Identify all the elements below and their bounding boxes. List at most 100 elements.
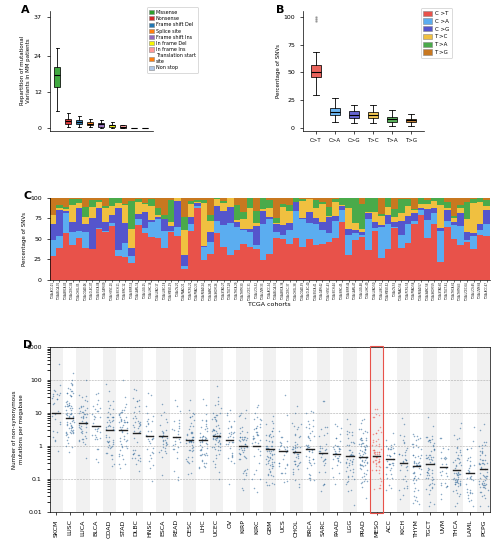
Bar — [392, 208, 398, 217]
Point — [321, 455, 329, 464]
Point — [413, 460, 421, 469]
Point — [372, 409, 380, 418]
Point — [350, 474, 358, 483]
Point — [268, 449, 276, 458]
Point — [216, 445, 224, 454]
Point — [189, 443, 197, 452]
Point — [395, 450, 403, 459]
Point — [438, 454, 446, 463]
Point — [305, 447, 313, 455]
Point — [453, 488, 461, 497]
Point — [335, 443, 343, 452]
Bar — [220, 203, 227, 211]
Point — [190, 415, 198, 424]
Point — [280, 451, 288, 460]
Point — [269, 461, 277, 470]
Point — [64, 439, 72, 448]
Point — [409, 492, 417, 500]
Point — [268, 426, 276, 435]
Bar — [253, 197, 260, 211]
Point — [214, 397, 222, 406]
Point — [467, 475, 475, 483]
Point — [119, 421, 127, 430]
Bar — [372, 228, 378, 231]
Bar — [358, 197, 365, 204]
Bar — [220, 197, 227, 201]
Point — [425, 450, 433, 459]
Point — [357, 433, 365, 442]
Point — [348, 458, 356, 466]
Bar — [69, 205, 76, 222]
Point — [109, 416, 117, 425]
Bar — [280, 207, 286, 226]
Bar — [404, 199, 411, 206]
Point — [417, 444, 425, 453]
Point — [222, 439, 230, 448]
Point — [115, 417, 123, 426]
Point — [369, 436, 377, 445]
Bar — [358, 237, 365, 280]
Point — [116, 445, 124, 454]
Point — [388, 474, 396, 483]
Point — [305, 424, 313, 433]
Point — [280, 443, 288, 452]
Point — [344, 415, 351, 424]
Point — [106, 417, 114, 426]
Point — [346, 450, 354, 459]
Bar — [96, 229, 102, 280]
Bar — [50, 197, 56, 216]
Bar — [352, 240, 358, 280]
Point — [202, 410, 210, 419]
Bar — [50, 216, 56, 224]
Point — [307, 448, 315, 456]
Bar — [234, 197, 240, 205]
Bar — [280, 204, 286, 207]
Point — [370, 485, 378, 493]
Bar — [273, 197, 280, 218]
Point — [358, 482, 366, 491]
Point — [182, 438, 190, 447]
Point — [82, 427, 90, 436]
Point — [416, 454, 424, 463]
Bar — [155, 238, 161, 280]
Point — [66, 384, 74, 393]
Point — [359, 438, 367, 447]
Bar — [96, 228, 102, 229]
Point — [236, 449, 244, 458]
Point — [107, 443, 115, 452]
Point — [65, 401, 73, 410]
Point — [250, 469, 258, 478]
Bar — [266, 208, 273, 217]
Point — [109, 423, 117, 432]
Point — [291, 443, 298, 452]
Bar — [477, 224, 484, 230]
Bar — [404, 216, 411, 224]
Point — [117, 414, 125, 423]
Point — [412, 493, 420, 502]
Bar — [168, 197, 174, 200]
Point — [292, 409, 299, 417]
Point — [96, 433, 104, 442]
Point — [450, 474, 458, 482]
Point — [343, 430, 351, 439]
Point — [65, 448, 73, 456]
Bar — [312, 208, 319, 218]
Point — [68, 381, 76, 390]
Point — [456, 478, 464, 487]
Point — [477, 463, 485, 472]
Point — [175, 422, 183, 431]
Point — [441, 453, 449, 461]
Point — [203, 450, 211, 459]
Point — [224, 411, 232, 420]
Point — [96, 428, 103, 437]
Point — [375, 455, 383, 464]
Point — [372, 428, 380, 437]
Point — [242, 454, 250, 463]
Point — [417, 464, 425, 473]
Point — [283, 476, 291, 485]
Point — [423, 454, 431, 463]
Point — [243, 442, 250, 451]
Point — [117, 408, 125, 417]
Point — [134, 397, 142, 406]
Bar — [227, 223, 234, 255]
